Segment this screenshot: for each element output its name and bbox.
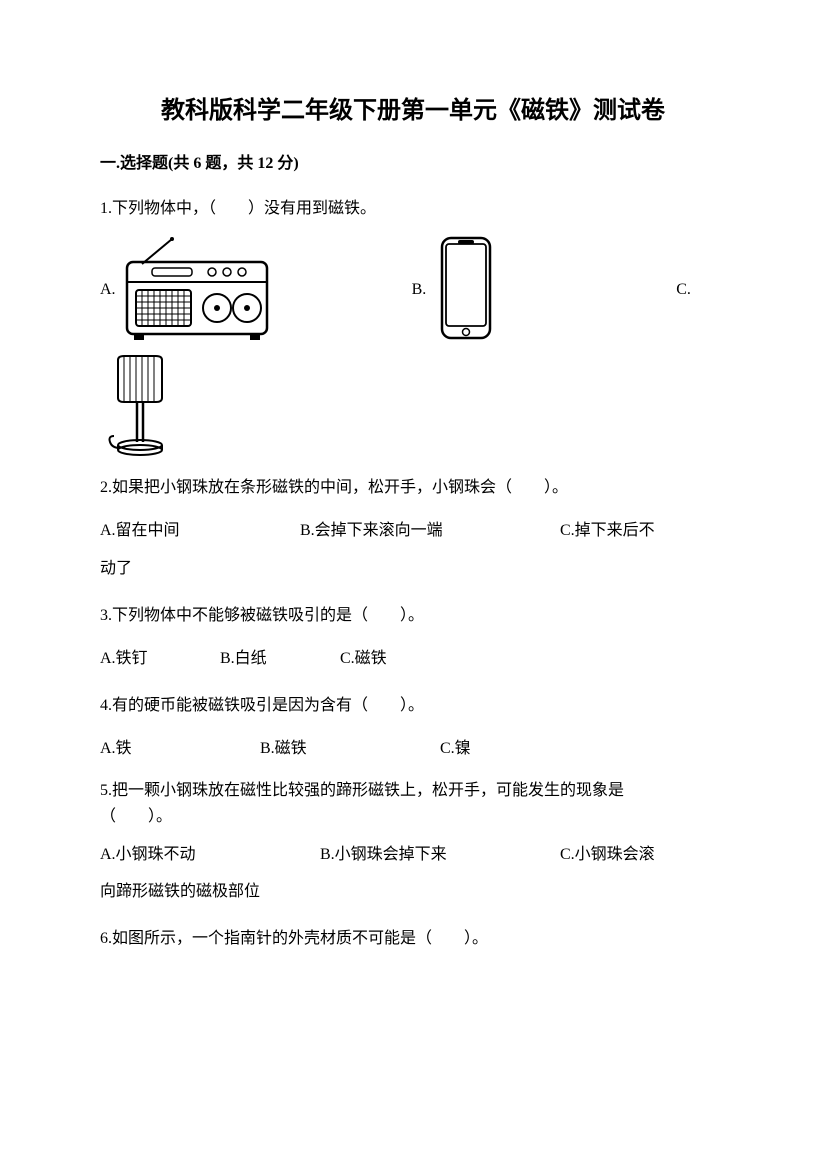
q5-continuation: 向蹄形磁铁的磁极部位 [100,874,726,909]
q6-text: 6.如图所示，一个指南针的外壳材质不可能是（ ）。 [100,921,726,956]
q5-opt-c: C.小钢珠会滚 [560,837,655,872]
question-1: 1.下列物体中，（ ）没有用到磁铁。 A. [100,191,726,458]
q1-opt-c-label: C. [676,272,691,307]
q3-opt-b: B.白纸 [220,641,340,676]
q4-opt-a: A.铁 [100,731,260,766]
radio-icon [122,234,272,344]
q4-opt-b: B.磁铁 [260,731,440,766]
q3-text: 3.下列物体中不能够被磁铁吸引的是（ ）。 [100,598,726,633]
q5-opt-b: B.小钢珠会掉下来 [320,837,560,872]
doc-title: 教科版科学二年级下册第一单元《磁铁》测试卷 [100,90,726,125]
q2-opt-b: B.会掉下来滚向一端 [300,513,560,548]
phone-icon [436,234,496,344]
q1-text: 1.下列物体中，（ ）没有用到磁铁。 [100,191,726,226]
q2-opt-c: C.掉下来后不 [560,513,655,548]
q1-opt-a-label: A. [100,272,116,307]
q3-opt-c: C.磁铁 [340,641,387,676]
q1-opt-b-label: B. [412,272,427,307]
question-6: 6.如图所示，一个指南针的外壳材质不可能是（ ）。 [100,921,726,956]
q2-text: 2.如果把小钢珠放在条形磁铁的中间，松开手，小钢珠会（ ）。 [100,470,726,505]
q2-continuation: 动了 [100,551,726,586]
lamp-icon [100,348,180,458]
q5-opt-a: A.小钢珠不动 [100,837,320,872]
question-5: 5.把一颗小钢珠放在磁性比较强的蹄形磁铁上，松开手，可能发生的现象是 （ ）。 … [100,779,726,909]
question-2: 2.如果把小钢珠放在条形磁铁的中间，松开手，小钢珠会（ ）。 A.留在中间 B.… [100,470,726,586]
q3-opt-a: A.铁钉 [100,641,220,676]
q4-text: 4.有的硬币能被磁铁吸引是因为含有（ ）。 [100,688,726,723]
q4-opt-c: C.镍 [440,731,471,766]
question-3: 3.下列物体中不能够被磁铁吸引的是（ ）。 A.铁钉 B.白纸 C.磁铁 [100,598,726,676]
section-header: 一.选择题(共 6 题，共 12 分) [100,149,726,173]
q2-opt-a: A.留在中间 [100,513,300,548]
question-4: 4.有的硬币能被磁铁吸引是因为含有（ ）。 A.铁 B.磁铁 C.镍 [100,688,726,766]
q5-text1: 5.把一颗小钢珠放在磁性比较强的蹄形磁铁上，松开手，可能发生的现象是 [100,779,726,803]
q5-text2: （ ）。 [100,805,726,829]
